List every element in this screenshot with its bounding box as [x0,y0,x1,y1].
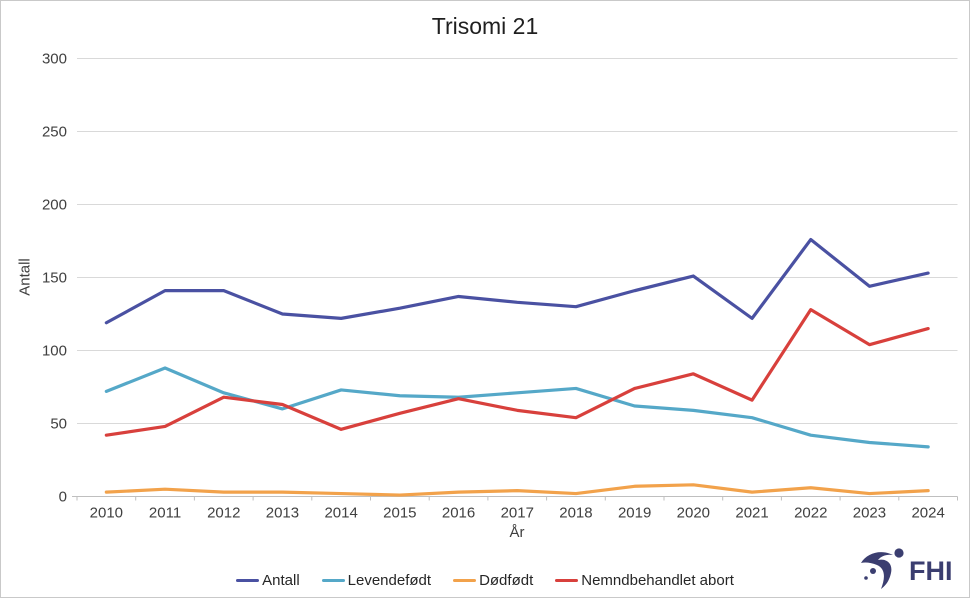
x-tick-label: 2019 [618,505,651,522]
y-tick-label: 200 [42,197,67,214]
legend-swatch-antall [236,579,260,582]
legend-label: Levendefødt [347,572,432,589]
legend-swatch-levendefodt [321,579,345,582]
legend-label: Antall [262,572,300,589]
x-tick-label: 2023 [853,505,886,522]
series-line-d-df-dt [104,483,930,497]
x-tick-label: 2020 [677,505,710,522]
fhi-logo-figure-icon [861,548,904,589]
series-line-nemndbehandlet-abort [104,308,930,437]
x-tick-label: 2021 [735,505,768,522]
x-tick-label: 2015 [383,505,416,522]
y-tick-label: 100 [42,343,67,360]
series-line-antall [104,237,930,325]
x-tick-label: 2024 [911,505,944,522]
x-axis-title: År [509,524,525,541]
x-tick-label: 2014 [324,505,357,522]
legend-item-dodfodt: Dødfødt [453,572,533,589]
series-line-levendef-dt [104,366,930,449]
x-tick-label: 2011 [149,505,181,522]
legend-swatch-nemndbehandlet-abort [555,579,579,582]
legend-item-nemndbehandlet-abort: Nemndbehandlet abort [555,572,734,589]
y-tick-label: 250 [42,124,67,141]
legend-item-antall: Antall [236,572,300,589]
legend-label: Nemndbehandlet abort [581,572,734,589]
x-tick-label: 2013 [266,505,299,522]
y-tick-label: 300 [42,51,67,68]
fhi-logo-text: FHI [909,556,953,586]
x-tick-label: 2018 [559,505,592,522]
legend: Antall Levendefødt Dødfødt Nemndbehandle… [1,572,969,589]
legend-item-levendefodt: Levendefødt [321,572,432,589]
x-tick-label: 2010 [90,505,123,522]
x-tick-label: 2016 [442,505,475,522]
legend-swatch-dodfodt [453,579,477,582]
x-tick-label: 2012 [207,505,240,522]
chart-title: Trisomi 21 [431,13,539,39]
x-tick-label: 2022 [794,505,827,522]
y-tick-label: 0 [59,489,67,506]
legend-label: Dødfødt [479,572,534,589]
fhi-logo: FHI [861,548,953,589]
y-tick-label: 50 [50,416,67,433]
x-tick-label: 2017 [501,505,534,522]
y-tick-label: 150 [42,270,67,287]
